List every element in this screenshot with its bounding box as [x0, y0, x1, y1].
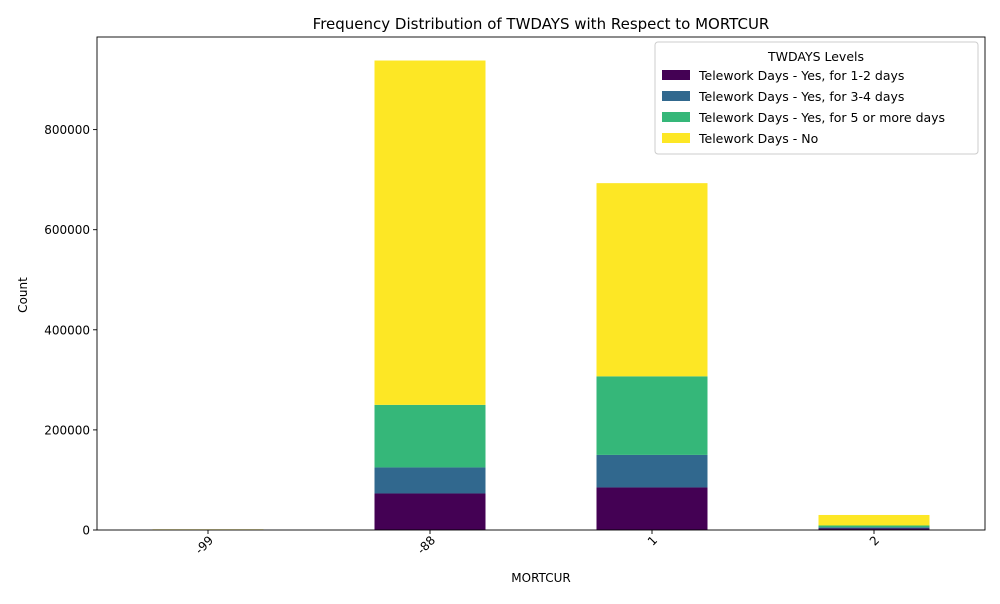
- bar-segment: [597, 376, 708, 455]
- legend-title: TWDAYS Levels: [767, 49, 864, 64]
- bar-segment: [375, 493, 486, 530]
- legend-swatch: [662, 70, 690, 80]
- x-tick-label: -99: [192, 533, 216, 557]
- legend-entry-label: Telework Days - Yes, for 5 or more days: [698, 110, 945, 125]
- y-tick-label: 600000: [44, 223, 90, 237]
- legend-swatch: [662, 133, 690, 143]
- y-tick-label: 200000: [44, 423, 90, 437]
- bar-segment: [819, 527, 930, 528]
- x-tick-label: -88: [414, 533, 438, 557]
- bar-segment: [375, 61, 486, 405]
- y-tick-label: 0: [82, 524, 90, 538]
- legend-entry-label: Telework Days - No: [698, 131, 818, 146]
- x-tick-label: 2: [867, 533, 882, 548]
- bar-segment: [375, 405, 486, 468]
- x-tick-label: 1: [645, 533, 660, 548]
- bar-segment: [597, 455, 708, 488]
- bar-segment: [375, 467, 486, 493]
- bar-segment: [597, 183, 708, 376]
- x-axis-label: MORTCUR: [511, 571, 570, 585]
- bar-segment: [819, 526, 930, 528]
- bar-segment: [819, 515, 930, 526]
- legend-swatch: [662, 112, 690, 122]
- bar-segment: [597, 487, 708, 530]
- legend-entry-label: Telework Days - Yes, for 3-4 days: [698, 89, 904, 104]
- legend: TWDAYS Levels Telework Days - Yes, for 1…: [655, 42, 978, 154]
- chart-title: Frequency Distribution of TWDAYS with Re…: [313, 15, 770, 33]
- y-tick-label: 800000: [44, 123, 90, 137]
- y-axis-label: Count: [16, 277, 30, 313]
- y-tick-label: 400000: [44, 323, 90, 337]
- legend-entry-label: Telework Days - Yes, for 1-2 days: [698, 68, 904, 83]
- legend-swatch: [662, 91, 690, 101]
